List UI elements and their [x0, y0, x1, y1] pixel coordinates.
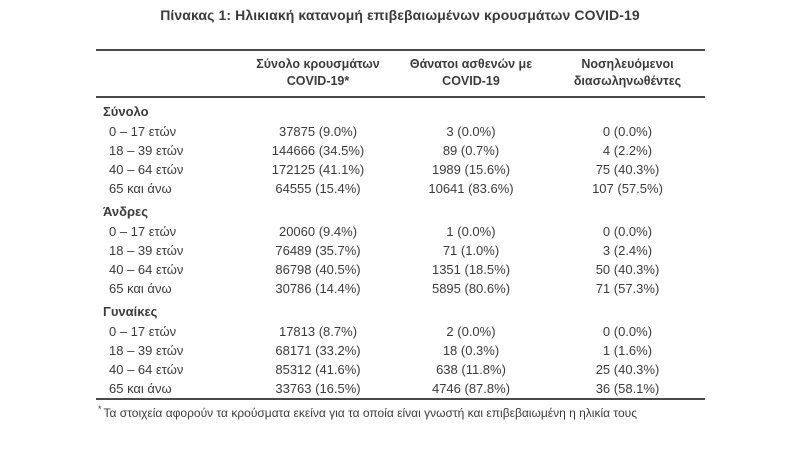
age-group-label: 40 – 64 ετών	[109, 262, 184, 277]
age-group-label: 40 – 64 ετών	[109, 162, 184, 177]
intubated-value: 1 (1.6%)	[602, 343, 653, 358]
footnote-asterisk: *	[98, 404, 102, 414]
intubated-value: 0 (0.0%)	[602, 224, 653, 239]
table-row: 0 – 17 ετών 17813 (8.7%) 2 (0.0%) 0 (0.0…	[96, 322, 705, 341]
intubated-value: 3 (2.4%)	[602, 243, 653, 258]
age-group-label: 18 – 39 ετών	[109, 343, 184, 358]
age-group-label: 65 και άνω	[109, 181, 172, 196]
deaths-value: 3 (0.0%)	[446, 124, 496, 139]
cases-value: 37875 (9.0%)	[278, 124, 358, 139]
cases-value: 17813 (8.7%)	[278, 324, 358, 339]
cases-value: 76489 (35.7%)	[275, 243, 361, 258]
deaths-value: 638 (11.8%)	[436, 362, 506, 377]
age-group-label: 65 και άνω	[109, 281, 172, 296]
deaths-value: 1 (0.0%)	[446, 224, 496, 239]
age-group-label: 0 – 17 ετών	[109, 324, 177, 339]
cases-value: 64555 (15.4%)	[275, 181, 361, 196]
table-row: 0 – 17 ετών 37875 (9.0%) 3 (0.0%) 0 (0.0…	[96, 122, 705, 141]
table-row: 65 και άνω 33763 (16.5%) 4746 (87.8%) 36…	[96, 379, 705, 399]
intubated-value: 0 (0.0%)	[602, 324, 653, 339]
intubated-value: 107 (57.5%)	[592, 181, 663, 196]
age-group-label: 18 – 39 ετών	[109, 143, 184, 158]
intubated-value: 75 (40.3%)	[595, 162, 660, 177]
table-row: 40 – 64 ετών 172125 (41.1%) 1989 (15.6%)…	[96, 160, 705, 179]
col-header-age	[96, 50, 244, 98]
section-header-men: Άνδρες	[96, 198, 705, 222]
age-group-label: 18 – 39 ετών	[109, 243, 184, 258]
intubated-value: 25 (40.3%)	[595, 362, 660, 377]
deaths-value: 18 (0.3%)	[442, 343, 500, 358]
table-row: 40 – 64 ετών 85312 (41.6%) 638 (11.8%) 2…	[96, 360, 705, 379]
cases-value: 33763 (16.5%)	[275, 381, 361, 396]
section-header-total: Σύνολο	[96, 97, 705, 122]
cases-value: 144666 (34.5%)	[271, 143, 365, 158]
col-header-deaths-line1: Θάνατοι ασθενών με	[409, 57, 533, 71]
cases-value: 172125 (41.1%)	[271, 162, 365, 177]
table-row: 18 – 39 ετών 68171 (33.2%) 18 (0.3%) 1 (…	[96, 341, 705, 360]
age-group-label: 65 και άνω	[109, 381, 172, 396]
cases-value: 30786 (14.4%)	[275, 281, 361, 296]
section-label: Άνδρες	[103, 204, 148, 219]
table-row: 0 – 17 ετών 20060 (9.4%) 1 (0.0%) 0 (0.0…	[96, 222, 705, 241]
col-header-intubated: Νοσηλευόμενοι διασωληνωθέντες	[550, 50, 705, 98]
cases-value: 85312 (41.6%)	[275, 362, 361, 377]
header-row: Σύνολο κρουσμάτων COVID-19* Θάνατοι ασθε…	[96, 50, 705, 98]
deaths-value: 10641 (83.6%)	[428, 181, 514, 196]
table-row: 18 – 39 ετών 144666 (34.5%) 89 (0.7%) 4 …	[96, 141, 705, 160]
deaths-value: 1351 (18.5%)	[431, 262, 511, 277]
deaths-value: 71 (1.0%)	[442, 243, 500, 258]
age-group-label: 0 – 17 ετών	[109, 224, 177, 239]
age-group-label: 0 – 17 ετών	[109, 124, 177, 139]
table-row: 40 – 64 ετών 86798 (40.5%) 1351 (18.5%) …	[96, 260, 705, 279]
col-header-deaths-line2: COVID-19	[442, 74, 500, 88]
cases-value: 86798 (40.5%)	[275, 262, 361, 277]
intubated-value: 50 (40.3%)	[595, 262, 660, 277]
deaths-value: 2 (0.0%)	[446, 324, 496, 339]
cases-value: 68171 (33.2%)	[275, 343, 361, 358]
footnote-text: Τα στοιχεία αφορούν τα κρούσματα εκείνα …	[103, 406, 637, 420]
deaths-value: 89 (0.7%)	[442, 143, 500, 158]
covid-age-distribution-table: Σύνολο κρουσμάτων COVID-19* Θάνατοι ασθε…	[96, 49, 705, 400]
deaths-value: 4746 (87.8%)	[431, 381, 511, 396]
age-group-label: 40 – 64 ετών	[109, 362, 184, 377]
table-row: 18 – 39 ετών 76489 (35.7%) 71 (1.0%) 3 (…	[96, 241, 705, 260]
section-label: Σύνολο	[103, 104, 149, 119]
table-row: 65 και άνω 30786 (14.4%) 5895 (80.6%) 71…	[96, 279, 705, 298]
intubated-value: 36 (58.1%)	[595, 381, 660, 396]
col-header-deaths: Θάνατοι ασθενών με COVID-19	[392, 50, 550, 98]
deaths-value: 5895 (80.6%)	[431, 281, 511, 296]
section-header-women: Γυναίκες	[96, 298, 705, 322]
intubated-value: 71 (57.3%)	[595, 281, 660, 296]
intubated-value: 4 (2.2%)	[602, 143, 653, 158]
table-title: Πίνακας 1: Ηλικιακή κατανομή επιβεβαιωμέ…	[160, 7, 640, 23]
col-header-cases: Σύνολο κρουσμάτων COVID-19*	[244, 50, 392, 98]
col-header-intubated-line2: διασωληνωθέντες	[573, 74, 682, 88]
intubated-value: 0 (0.0%)	[602, 124, 653, 139]
deaths-value: 1989 (15.6%)	[431, 162, 511, 177]
col-header-intubated-line1: Νοσηλευόμενοι	[581, 57, 674, 71]
table-footnote: * Τα στοιχεία αφορούν τα κρούσματα εκείνα…	[98, 404, 800, 420]
cases-value: 20060 (9.4%)	[278, 224, 358, 239]
col-header-cases-line1: Σύνολο κρουσμάτων	[256, 57, 380, 71]
section-label: Γυναίκες	[103, 304, 158, 319]
col-header-cases-line2: COVID-19*	[286, 74, 350, 88]
table-row: 65 και άνω 64555 (15.4%) 10641 (83.6%) 1…	[96, 179, 705, 198]
